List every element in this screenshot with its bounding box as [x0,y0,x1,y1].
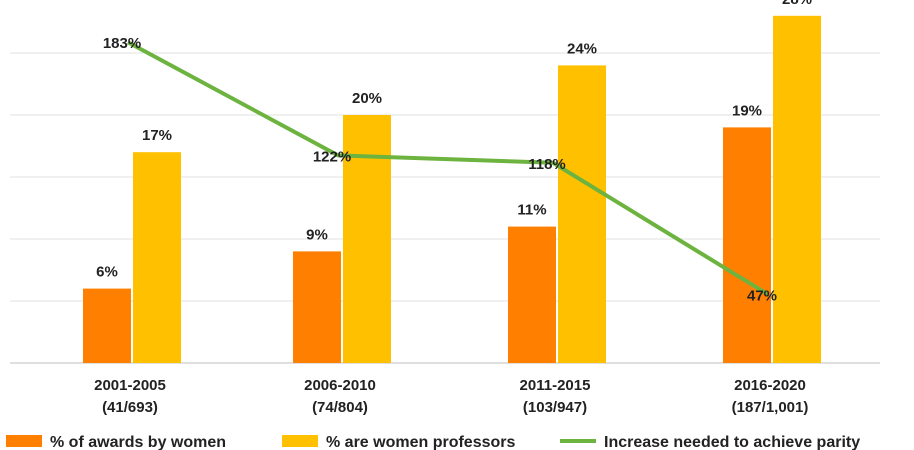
category-label-0: 2001-2005 [94,377,166,394]
bar-awards-3 [723,127,771,364]
legend-label-2: Increase needed to achieve parity [604,434,860,450]
category-label-2: 2011-2015 [520,377,591,394]
bar-label-awards-2: 11% [517,202,546,219]
line-label-0: 183% [103,35,141,52]
legend: % of awards by women % are women professo… [6,434,860,450]
bars [83,15,821,364]
bar-label-professors-0: 17% [142,127,172,144]
bar-label-professors-2: 24% [567,40,597,57]
parity-line-path [127,40,770,297]
bar-label-awards-3: 19% [732,102,762,119]
legend-swatch-0 [6,435,42,447]
category-sublabel-0: (41/693) [102,399,158,416]
category-label-3: 2016-2020 [734,377,806,394]
category-sublabel-3: (187/1,001) [732,399,809,416]
bar-professors-2 [558,65,606,364]
legend-label-1: % are women professors [326,434,516,450]
bar-label-awards-1: 9% [306,226,328,243]
legend-label-0: % of awards by women [50,434,226,450]
legend-swatch-1 [282,435,318,447]
line-label-1: 122% [313,148,351,165]
category-labels: 2001-2005 (41/693) 2006-2010 (74/804) 2011-2… [94,377,808,416]
data-labels: 6% 9% 11% 19% 17% 20% 24% 28% 183% 122% 118% 47% [96,0,812,304]
category-sublabel-1: (74/804) [312,399,368,416]
bar-awards-2 [508,226,556,363]
category-sublabel-2: (103/947) [523,399,587,416]
bar-awards-1 [293,251,341,363]
bar-professors-0 [133,152,181,363]
bar-awards-0 [83,288,131,363]
parity-line [127,40,770,297]
category-label-1: 2006-2010 [304,377,376,394]
line-label-3: 47% [747,287,777,304]
bar-label-awards-0: 6% [96,264,118,281]
bar-label-professors-3: 28% [782,0,812,8]
bar-professors-3 [773,15,821,364]
line-label-2: 118% [528,156,566,173]
bar-label-professors-1: 20% [352,90,382,107]
